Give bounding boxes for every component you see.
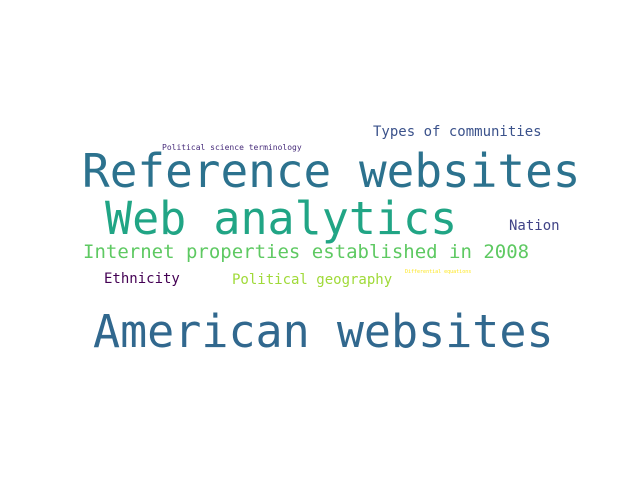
- word-reference-websites: Reference websites: [82, 144, 581, 198]
- word-political-geography: Political geography: [232, 272, 393, 288]
- word-nation: Nation: [509, 218, 560, 234]
- word-types-of-communities: Types of communities: [373, 124, 542, 140]
- word-political-science-terminology: Political science terminology: [162, 143, 302, 152]
- word-internet-properties-established-in-2008: Internet properties established in 2008: [83, 241, 530, 263]
- word-american-websites: American websites: [93, 305, 554, 358]
- word-ethnicity: Ethnicity: [104, 271, 180, 287]
- word-differential-equations: Differential equations: [405, 269, 472, 275]
- word-web-analytics: Web analytics: [105, 192, 458, 245]
